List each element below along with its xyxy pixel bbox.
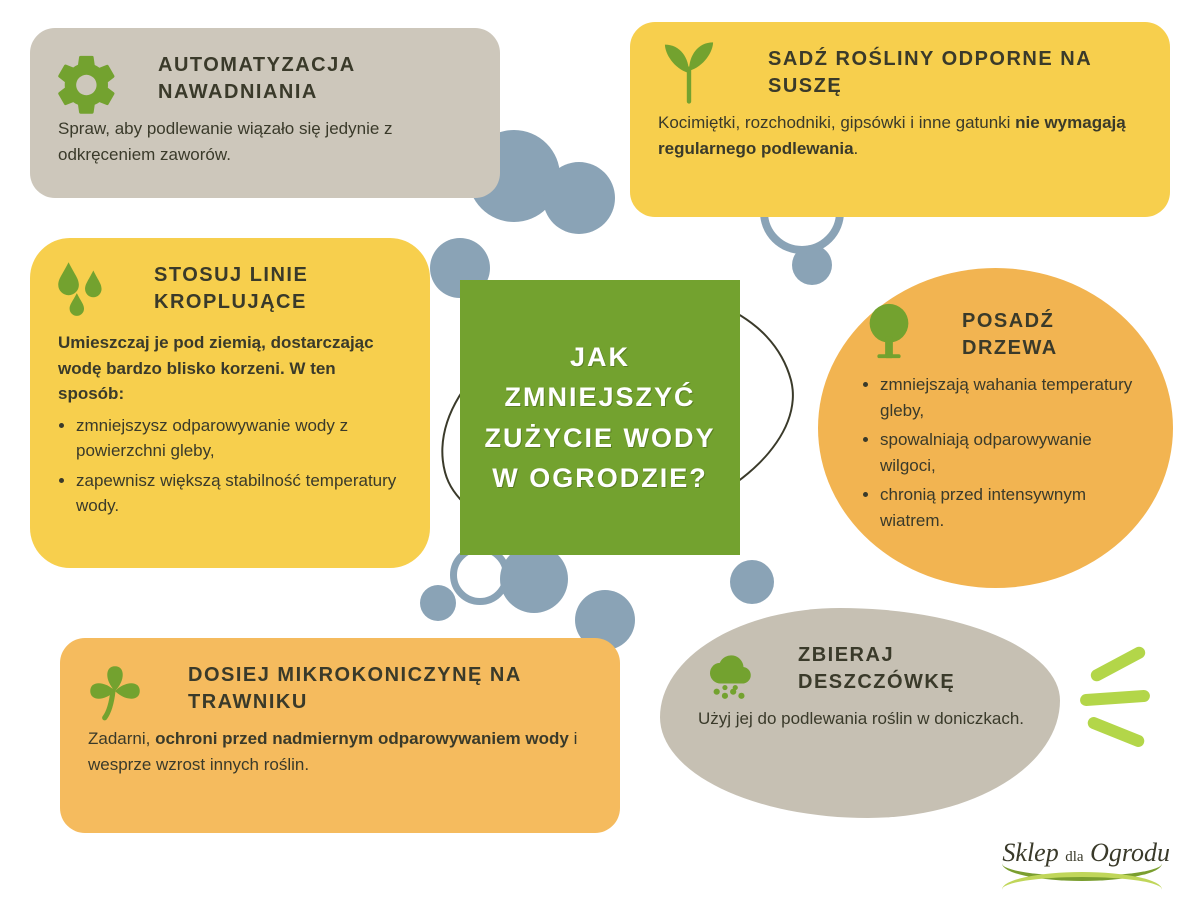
water-drops-icon [50, 256, 116, 327]
list-item: spowalniają odparowywanie wilgoci, [880, 427, 1139, 478]
logo-swoosh [1002, 868, 1162, 882]
card-automation: AUTOMATYZACJA NAWADNIANIA Spraw, aby pod… [30, 28, 500, 198]
card-drought-plants: SADŹ ROŚLINY ODPORNE NA SUSZĘ Kocimiętki… [630, 22, 1170, 217]
card-automation-title: AUTOMATYZACJA NAWADNIANIA [158, 52, 472, 106]
card-drought-plants-body: Kocimiętki, rozchodniki, gipsówki i inne… [658, 110, 1142, 161]
clover-icon [82, 658, 148, 729]
list-item: zmniejszysz odparowywanie wody z powierz… [76, 413, 402, 464]
text: . [854, 139, 859, 158]
bullet-list: zmniejszają wahania temperatury gleby,sp… [880, 372, 1139, 533]
card-trees: POSADŹ DRZEWA zmniejszają wahania temper… [818, 268, 1173, 588]
card-drip-lines-title: STOSUJ LINIE KROPLUJĄCE [154, 262, 402, 316]
text: Zadarni, [88, 729, 155, 748]
bg-dot [543, 162, 615, 234]
card-trees-body: zmniejszają wahania temperatury gleby,sp… [862, 372, 1139, 533]
card-clover-body: Zadarni, ochroni przed nadmiernym odparo… [88, 726, 592, 777]
bg-dot [420, 585, 456, 621]
center-title: JAK ZMNIEJSZYĆ ZUŻYCIE WODY W OGRODZIE? [480, 337, 720, 499]
center-box: JAK ZMNIEJSZYĆ ZUŻYCIE WODY W OGRODZIE? [460, 280, 740, 555]
text-bold: Umieszczaj je pod ziemią, dostarczając w… [58, 333, 374, 403]
card-drought-plants-title: SADŹ ROŚLINY ODPORNE NA SUSZĘ [768, 46, 1142, 100]
card-clover-title: DOSIEJ MIKROKONICZYNĘ NA TRAWNIKU [188, 662, 592, 716]
gear-icon [52, 50, 122, 125]
logo: Sklep dla Ogrodu [1002, 838, 1170, 882]
list-item: zmniejszają wahania temperatury gleby, [880, 372, 1139, 423]
card-rainwater: ZBIERAJ DESZCZÓWKĘ Użyj jej do podlewani… [660, 608, 1060, 818]
card-rainwater-title: ZBIERAJ DESZCZÓWKĘ [798, 642, 1032, 696]
bullet-list: zmniejszysz odparowywanie wody z powierz… [76, 413, 402, 519]
bg-dot [730, 560, 774, 604]
bg-dot [500, 545, 568, 613]
card-trees-title: POSADŹ DRZEWA [962, 308, 1139, 362]
card-clover: DOSIEJ MIKROKONICZYNĘ NA TRAWNIKU Zadarn… [60, 638, 620, 833]
card-rainwater-body: Użyj jej do podlewania roślin w doniczka… [698, 706, 1032, 732]
text: Kocimiętki, rozchodniki, gipsówki i inne… [658, 113, 1015, 132]
list-item: zapewnisz większą stabilność temperatury… [76, 468, 402, 519]
card-drip-lines-body: Umieszczaj je pod ziemią, dostarczając w… [58, 330, 402, 519]
text-bold: ochroni przed nadmiernym odparowywaniem … [155, 729, 569, 748]
tree-icon [858, 300, 920, 367]
card-drip-lines: STOSUJ LINIE KROPLUJĄCE Umieszczaj je po… [30, 238, 430, 568]
sprout-icon [654, 38, 724, 113]
list-item: chronią przed intensywnym wiatrem. [880, 482, 1139, 533]
rain-cloud-icon [694, 636, 760, 707]
